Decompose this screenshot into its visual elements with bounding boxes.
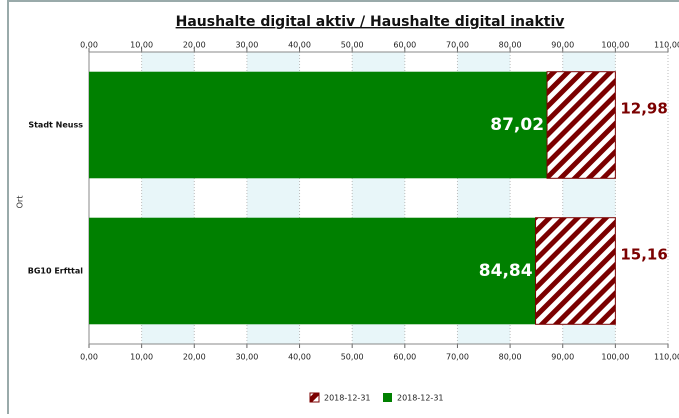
x-tick-label: 0,00 (80, 353, 98, 362)
x-tick-label: 90,00 (551, 41, 574, 50)
legend-label: 2018-12-31 (397, 394, 444, 403)
x-tick-label: 80,00 (499, 353, 522, 362)
legend-swatch (309, 392, 320, 403)
data-label: 84,84 (479, 261, 533, 281)
x-tick-label: 100,00 (601, 41, 629, 50)
x-tick-label: 90,00 (551, 353, 574, 362)
legend-swatch (383, 393, 392, 402)
y-tick-label: Stadt Neuss (28, 121, 83, 130)
x-tick-label: 60,00 (393, 41, 416, 50)
x-tick-label: 80,00 (499, 41, 522, 50)
x-tick-label: 110,00 (654, 41, 679, 50)
bar-segment (546, 71, 616, 179)
x-tick-label: 10,00 (130, 41, 153, 50)
x-tick-label: 100,00 (601, 353, 629, 362)
x-tick-label: 40,00 (288, 41, 311, 50)
y-tick-label: BG10 Erfttal (28, 267, 84, 276)
x-tick-label: 0,00 (80, 41, 98, 50)
x-tick-label: 20,00 (183, 41, 206, 50)
x-tick-label: 70,00 (446, 353, 469, 362)
legend-label: 2018-12-31 (324, 394, 371, 403)
x-tick-label: 50,00 (341, 353, 364, 362)
x-tick-label: 70,00 (446, 41, 469, 50)
data-label: 15,16 (620, 246, 667, 264)
bar-segment (535, 217, 616, 325)
x-tick-label: 30,00 (235, 353, 258, 362)
chart-title: Haushalte digital aktiv / Haushalte digi… (176, 14, 565, 30)
x-tick-label: 110,00 (654, 353, 679, 362)
bar-segment (89, 217, 536, 325)
data-label: 87,02 (490, 115, 544, 135)
x-tick-label: 20,00 (183, 353, 206, 362)
y-axis-label: Ort (16, 196, 25, 209)
data-label: 12,98 (620, 100, 667, 118)
bar-segment (89, 71, 548, 179)
x-tick-label: 10,00 (130, 353, 153, 362)
x-tick-label: 60,00 (393, 353, 416, 362)
x-tick-label: 40,00 (288, 353, 311, 362)
x-tick-label: 50,00 (341, 41, 364, 50)
x-tick-label: 30,00 (235, 41, 258, 50)
